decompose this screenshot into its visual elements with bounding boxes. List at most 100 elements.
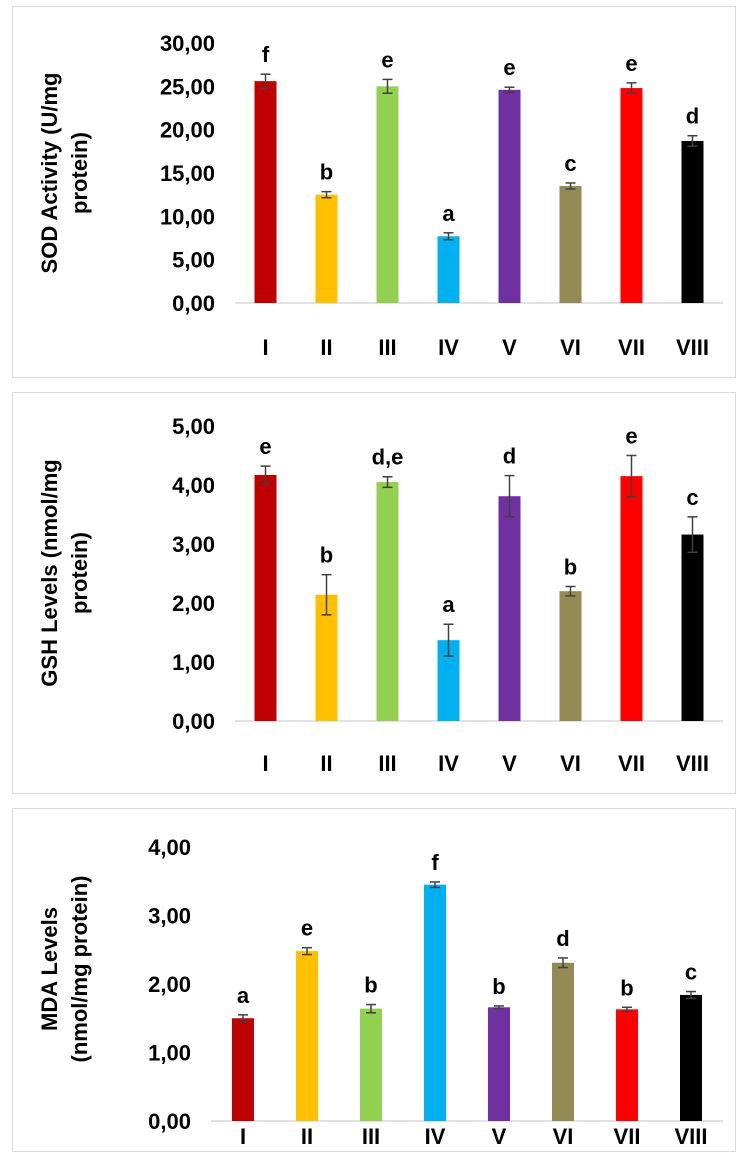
gsh-significance-label-III: d,e	[372, 445, 404, 470]
gsh-bar-IV	[437, 640, 460, 721]
sod-y-tick-label: 30,00	[160, 31, 215, 56]
sod-y-tick-label: 10,00	[160, 204, 215, 229]
gsh-y-tick-label: 1,00	[172, 650, 215, 675]
sod-significance-label-IV: a	[442, 201, 455, 226]
sod-significance-label-I: f	[262, 42, 270, 67]
mda-category-label-III: III	[362, 1124, 380, 1149]
gsh-bar-III	[376, 482, 399, 721]
mda-y-axis-label-line: MDA Levels	[37, 907, 62, 1031]
gsh-levels-chart: GSH Levels (nmol/mg protein) 0,00 1,00 2,00 3…	[37, 414, 723, 776]
gsh-bar-VII	[620, 476, 643, 721]
gsh-category-label-VII: VII	[618, 751, 645, 776]
gsh-significance-label-V: d	[503, 444, 516, 469]
gsh-bar-VI	[559, 591, 582, 721]
gsh-category-label-II: II	[320, 751, 332, 776]
sod-y-tick-label: 0,00	[172, 291, 215, 316]
gsh-error-bar-VI	[565, 585, 576, 597]
gsh-bar-I	[254, 474, 277, 721]
sod-bar-VII	[620, 88, 643, 303]
sod-error-bar-V	[504, 86, 515, 94]
sod-bar-I	[254, 81, 277, 303]
sod-chart-panel: SOD Activity (U/mg protein) 0,00 5,00 10,00 1…	[12, 6, 736, 378]
gsh-error-bar-I	[260, 465, 271, 485]
mda-y-tick-label: 4,00	[148, 835, 191, 860]
gsh-y-axis-label: GSH Levels (nmol/mg protein)	[37, 459, 92, 686]
gsh-y-axis-label-line: protein)	[67, 532, 92, 614]
sod-category-label-III: III	[378, 335, 396, 360]
mda-levels-chart: MDA Levels (nmol/mg protein) 0,00 1,00 2,00 3…	[37, 835, 723, 1149]
sod-category-label-V: V	[502, 335, 517, 360]
mda-error-bar-V	[494, 1005, 504, 1010]
gsh-significance-label-II: b	[320, 543, 333, 568]
mda-bar-VIII	[680, 994, 702, 1121]
sod-category-label-VIII: VIII	[676, 335, 709, 360]
gsh-significance-label-VII: e	[625, 424, 637, 449]
mda-error-bar-II	[302, 946, 312, 956]
mda-error-bar-VIII	[686, 990, 696, 1000]
gsh-bar-V	[498, 496, 521, 721]
mda-category-label-VII: VII	[614, 1124, 641, 1149]
gsh-category-label-V: V	[502, 751, 517, 776]
sod-error-bar-I	[260, 73, 271, 89]
gsh-category-label-III: III	[378, 751, 396, 776]
mda-category-label-VI: VI	[553, 1124, 574, 1149]
gsh-bar-VIII	[681, 534, 704, 721]
sod-bar-III	[376, 86, 399, 303]
mda-category-label-V: V	[492, 1124, 507, 1149]
sod-significance-label-VII: e	[625, 51, 637, 76]
sod-category-label-I: I	[262, 335, 268, 360]
gsh-error-bar-VII	[626, 454, 637, 498]
mda-y-axis-label-line: (nmol/mg protein)	[67, 876, 92, 1063]
sod-y-axis-label-line: protein)	[67, 132, 92, 214]
mda-category-label-IV: IV	[425, 1124, 446, 1149]
mda-error-bar-VII	[622, 1006, 632, 1013]
gsh-chart-panel: GSH Levels (nmol/mg protein) 0,00 1,00 2,00 3…	[12, 392, 736, 794]
gsh-significance-label-VI: b	[564, 554, 577, 579]
mda-significance-label-II: e	[301, 916, 313, 941]
gsh-error-bar-V	[504, 474, 515, 518]
mda-category-label-II: II	[301, 1124, 313, 1149]
mda-error-bar-IV	[430, 881, 440, 889]
sod-category-label-II: II	[320, 335, 332, 360]
mda-chart-panel: MDA Levels (nmol/mg protein) 0,00 1,00 2,00 3…	[12, 808, 736, 1152]
mda-category-label-I: I	[240, 1124, 246, 1149]
sod-error-bar-VI	[565, 182, 576, 190]
mda-bar-II	[296, 951, 318, 1121]
mda-error-bar-I	[238, 1014, 248, 1023]
gsh-error-bar-VIII	[687, 516, 698, 554]
mda-y-tick-label: 3,00	[148, 904, 191, 929]
mda-error-bar-VI	[558, 957, 568, 969]
sod-error-bar-III	[382, 78, 393, 95]
mda-bar-VII	[616, 1009, 638, 1121]
mda-significance-label-I: a	[237, 983, 250, 1008]
sod-y-axis-label-line: SOD Activity (U/mg	[37, 73, 62, 274]
sod-bar-VIII	[681, 140, 704, 303]
mda-y-tick-label: 1,00	[148, 1041, 191, 1066]
mda-bar-I	[232, 1018, 254, 1121]
sod-y-tick-label: 5,00	[172, 248, 215, 273]
sod-y-tick-label: 25,00	[160, 74, 215, 99]
sod-significance-label-VI: c	[564, 151, 576, 176]
sod-y-tick-label: 15,00	[160, 161, 215, 186]
gsh-category-label-I: I	[262, 751, 268, 776]
sod-activity-chart: SOD Activity (U/mg protein) 0,00 5,00 10,00 1…	[37, 31, 723, 360]
sod-bar-VI	[559, 186, 582, 303]
sod-significance-label-V: e	[503, 55, 515, 80]
mda-significance-label-V: b	[492, 974, 505, 999]
sod-error-bar-IV	[443, 232, 454, 241]
gsh-y-tick-label: 3,00	[172, 532, 215, 557]
sod-bar-IV	[437, 236, 460, 303]
mda-bar-V	[488, 1007, 510, 1121]
mda-bar-III	[360, 1008, 382, 1121]
sod-bar-V	[498, 89, 521, 303]
mda-error-bar-III	[366, 1003, 376, 1014]
sod-y-axis-label: SOD Activity (U/mg protein)	[37, 73, 92, 274]
mda-y-axis-label: MDA Levels (nmol/mg protein)	[37, 876, 92, 1063]
gsh-y-tick-label: 0,00	[172, 709, 215, 734]
sod-y-tick-label: 20,00	[160, 118, 215, 143]
gsh-significance-label-I: e	[259, 434, 271, 459]
sod-significance-label-II: b	[320, 160, 333, 185]
gsh-category-label-VIII: VIII	[676, 751, 709, 776]
mda-significance-label-VI: d	[556, 926, 569, 951]
gsh-bar-II	[315, 594, 338, 721]
